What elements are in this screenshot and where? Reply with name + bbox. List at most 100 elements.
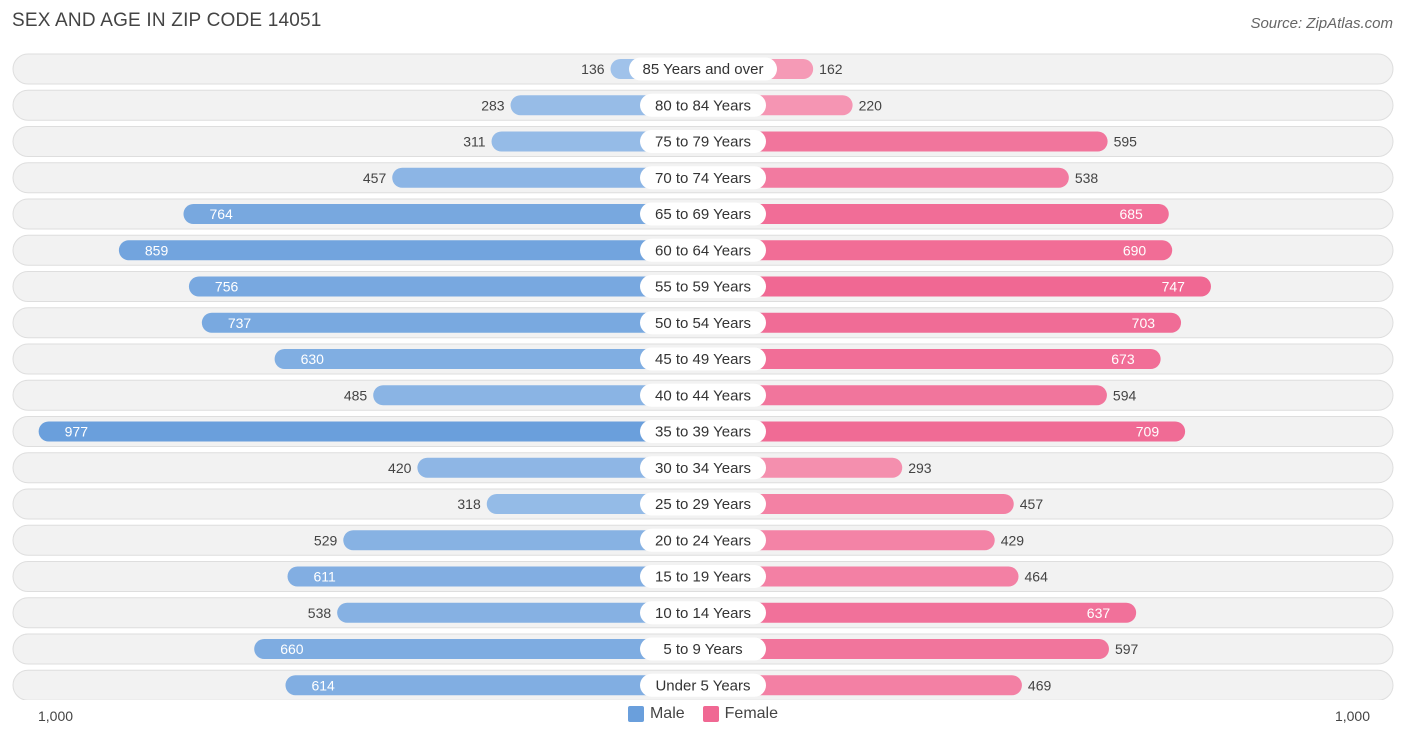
female-value-label: 594 xyxy=(1113,387,1137,403)
female-bar xyxy=(703,566,1019,587)
female-value-label: 220 xyxy=(859,97,883,113)
category-label: 55 to 59 Years xyxy=(655,279,751,296)
male-value-label: 756 xyxy=(215,279,239,295)
female-value-label: 538 xyxy=(1075,170,1099,186)
category-pill xyxy=(640,93,766,117)
category-pill xyxy=(640,130,766,153)
male-value-label: 529 xyxy=(314,532,338,548)
male-value-label: 859 xyxy=(145,242,169,258)
category-label: 65 to 69 Years xyxy=(655,206,751,223)
category-pill xyxy=(640,601,766,625)
female-value-label: 457 xyxy=(1020,496,1044,512)
category-label: 75 to 79 Years xyxy=(655,134,751,151)
female-value-label: 703 xyxy=(1132,315,1156,331)
male-bar xyxy=(274,349,703,369)
chart-title: SEX AND AGE IN ZIP CODE 14051 xyxy=(12,10,322,31)
category-label: 35 to 39 Years xyxy=(655,424,751,441)
legend-label-female: Female xyxy=(724,705,779,722)
female-bar xyxy=(703,312,1182,333)
male-bar xyxy=(343,530,703,551)
category-label: 85 Years and over xyxy=(643,61,764,78)
category-pill xyxy=(640,528,766,552)
female-bar xyxy=(703,167,1069,188)
female-value-label: 637 xyxy=(1087,605,1111,621)
male-bar xyxy=(188,276,704,297)
source-label: Source: ZipAtlas.com xyxy=(1250,15,1393,32)
female-bar xyxy=(703,204,1169,224)
category-pill xyxy=(640,456,766,480)
male-value-label: 977 xyxy=(65,424,89,440)
female-value-label: 597 xyxy=(1115,641,1139,657)
category-pill xyxy=(629,57,777,81)
category-label: 60 to 64 Years xyxy=(655,242,751,259)
male-value-label: 538 xyxy=(308,605,332,621)
category-pill xyxy=(640,202,766,226)
category-label: 45 to 49 Years xyxy=(655,351,751,368)
category-pill xyxy=(640,492,766,516)
male-value-label: 630 xyxy=(301,351,325,367)
category-pill xyxy=(640,238,766,262)
category-label: 30 to 34 Years xyxy=(655,460,751,477)
male-bar xyxy=(201,312,703,333)
male-bar xyxy=(183,204,704,224)
category-label: Under 5 Years xyxy=(655,677,750,694)
female-value-label: 685 xyxy=(1119,206,1143,222)
male-bar xyxy=(285,675,703,696)
category-pill xyxy=(640,275,766,298)
male-value-label: 136 xyxy=(581,61,605,77)
male-value-label: 420 xyxy=(388,460,412,476)
male-value-label: 737 xyxy=(228,315,252,331)
female-value-label: 293 xyxy=(908,460,932,476)
female-value-label: 690 xyxy=(1123,242,1147,258)
legend-item-female[interactable]: Female xyxy=(702,705,779,723)
legend: Male Female xyxy=(0,705,1406,723)
legend-item-male[interactable]: Male xyxy=(627,705,685,723)
female-bar xyxy=(703,276,1211,297)
female-value-label: 709 xyxy=(1136,424,1160,440)
female-value-label: 162 xyxy=(819,61,843,77)
population-pyramid-chart: 136 162 85 Years and over 283 220 80 to 84 Ye… xyxy=(12,53,1394,700)
category-pill xyxy=(640,311,766,335)
category-pill xyxy=(640,637,766,661)
male-value-label: 611 xyxy=(314,569,337,585)
legend-swatch-female xyxy=(702,706,719,722)
category-label: 5 to 9 Years xyxy=(663,641,742,658)
female-bar xyxy=(703,240,1173,261)
female-bar xyxy=(703,530,995,551)
category-label: 25 to 29 Years xyxy=(655,496,751,513)
male-bar xyxy=(337,602,703,623)
category-pill xyxy=(640,673,766,697)
category-label: 10 to 14 Years xyxy=(655,605,751,622)
male-value-label: 764 xyxy=(209,206,233,222)
category-label: 20 to 24 Years xyxy=(655,532,751,549)
category-pill xyxy=(640,420,766,443)
female-value-label: 595 xyxy=(1114,134,1138,150)
female-value-label: 747 xyxy=(1162,279,1186,295)
category-label: 80 to 84 Years xyxy=(655,97,751,114)
male-value-label: 457 xyxy=(363,170,387,186)
male-bar xyxy=(118,240,703,261)
male-value-label: 614 xyxy=(311,677,335,693)
male-bar xyxy=(254,639,703,659)
category-pill xyxy=(640,383,766,407)
male-value-label: 318 xyxy=(457,496,481,512)
female-bar xyxy=(703,131,1108,152)
male-bar xyxy=(373,385,703,406)
male-bar xyxy=(417,457,703,478)
male-bar xyxy=(392,167,703,188)
legend-swatch-male xyxy=(627,706,644,722)
axis-left-label: 1,000 xyxy=(38,708,74,724)
legend-label-male: Male xyxy=(649,705,685,722)
female-bar xyxy=(703,385,1107,406)
female-bar xyxy=(703,602,1137,623)
female-value-label: 469 xyxy=(1028,677,1052,693)
female-bar xyxy=(703,675,1022,696)
category-label: 70 to 74 Years xyxy=(655,170,751,187)
axis-right-label: 1,000 xyxy=(1334,708,1370,724)
category-pill xyxy=(640,166,766,190)
category-label: 50 to 54 Years xyxy=(655,315,751,332)
female-bar xyxy=(703,494,1014,514)
category-label: 40 to 44 Years xyxy=(655,387,751,404)
male-bar xyxy=(287,566,703,587)
female-bar xyxy=(703,349,1161,369)
